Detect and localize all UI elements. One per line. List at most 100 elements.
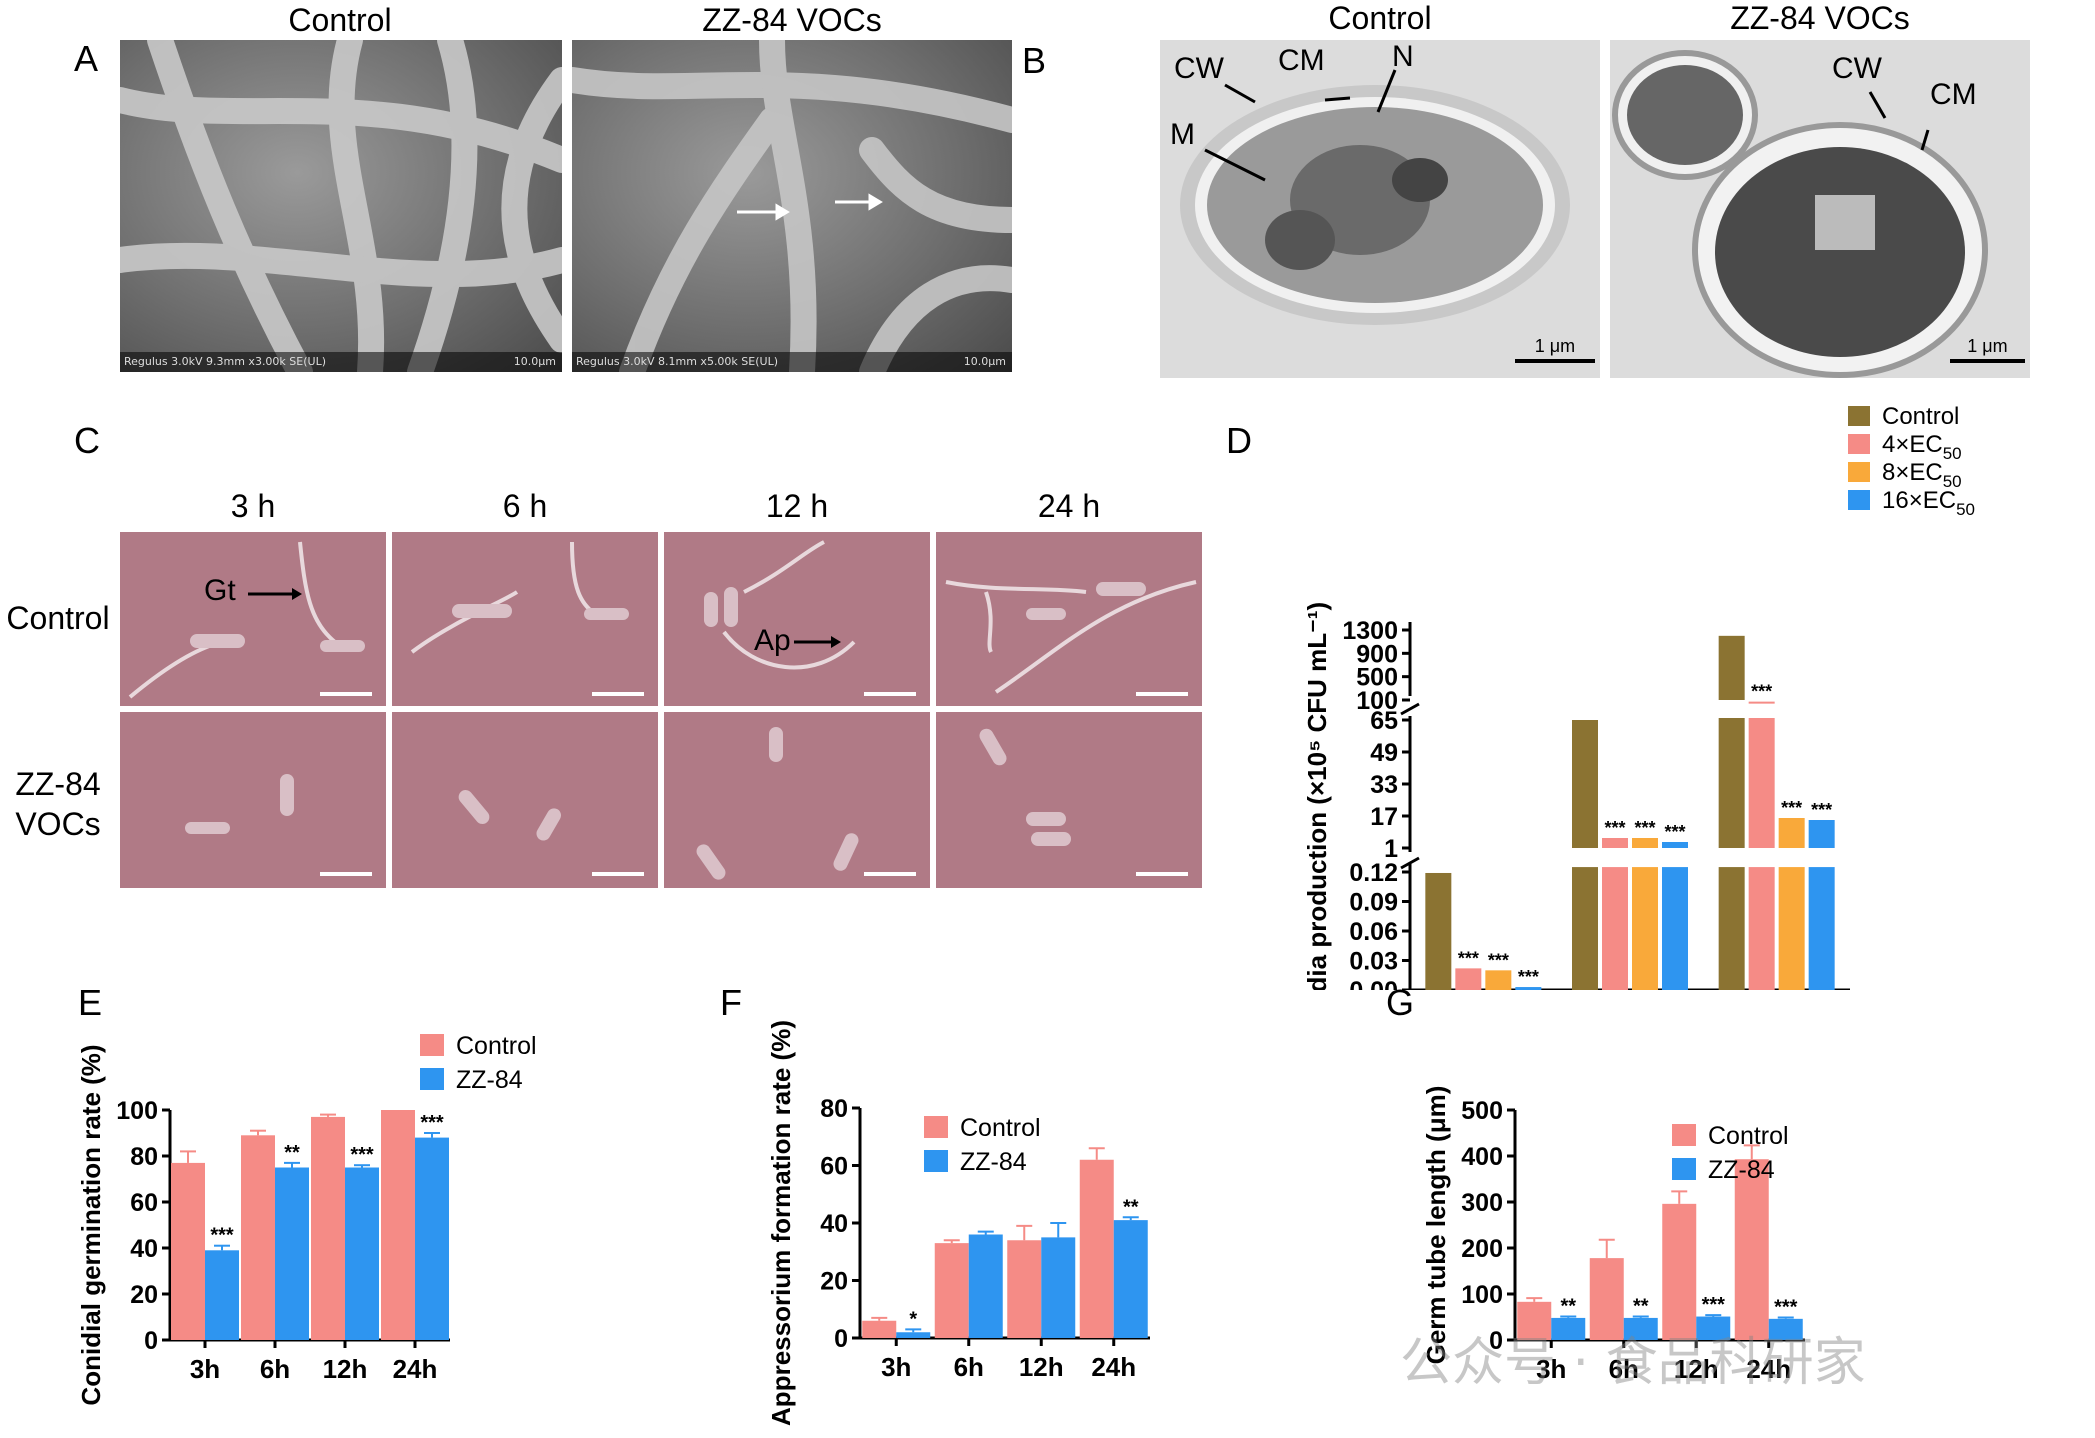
x-tick-label: 6h: [1609, 1354, 1639, 1384]
y-tick-label: 0.00: [1349, 977, 1398, 990]
bar-zz-84: [1768, 1318, 1803, 1340]
significance-mark: **: [1633, 1296, 1649, 1318]
significance-mark: ***: [1458, 948, 1479, 968]
y-tick-label: 1300: [1342, 617, 1398, 645]
scale-bar-c8: [1136, 872, 1188, 876]
significance-mark: ***: [1604, 818, 1625, 838]
bar-4-ec50: [1748, 701, 1775, 704]
chart-f-appressorium-rate: 0 20 40 60 80 Appressorium formation rate (%)…: [766, 1020, 1150, 1426]
legend-swatch: [924, 1116, 948, 1138]
y-tick-label: 60: [130, 1189, 158, 1217]
significance-mark: ***: [210, 1225, 234, 1247]
y-tick-label: 400: [1461, 1143, 1503, 1171]
significance-mark: ***: [1751, 682, 1772, 702]
axis-break-mark: [1400, 856, 1420, 870]
bar-4-ec50: [1602, 838, 1628, 848]
bar-control: [1718, 867, 1745, 990]
bar-zz-84: [1623, 1317, 1658, 1340]
scale-bar-c7: [864, 872, 916, 876]
sem-info-bar-control: Regulus 3.0kV 9.3mm x3.00k SE(UL) 10.0μm: [120, 352, 562, 372]
significance-mark: ***: [1811, 800, 1832, 820]
scale-bar-c6: [592, 872, 644, 876]
y-tick-label: 200: [1461, 1235, 1503, 1263]
bar-16-ec50: [1808, 867, 1835, 990]
legend-label: ZZ-84: [456, 1066, 523, 1094]
y-tick-label: 80: [130, 1143, 158, 1171]
scale-bar-c4: [1136, 692, 1188, 696]
legend-label: 16×EC50: [1882, 487, 1975, 519]
significance-mark: ***: [1781, 798, 1802, 818]
hyphae-drawing-vocs: [572, 40, 1012, 372]
significance-mark: ***: [350, 1144, 374, 1166]
legend-label: 8×EC50: [1882, 459, 1962, 491]
y-axis-label: Appressorium formation rate (%): [766, 1020, 796, 1426]
legend-label: ZZ-84: [1708, 1156, 1775, 1184]
cell-drawing-vocs: [1612, 50, 1988, 378]
significance-mark: **: [1560, 1296, 1576, 1318]
legend-label: Control: [960, 1114, 1041, 1142]
y-tick-label: 500: [1356, 664, 1398, 692]
y-tick-label: 100: [1356, 687, 1398, 715]
bar-4-ec50: [1748, 718, 1775, 848]
y-axis-label: Conidia production (×10⁵ CFU mL⁻¹): [1302, 602, 1332, 990]
x-tick-label: 24h: [1091, 1352, 1136, 1382]
axis-break-mark: [1400, 702, 1420, 716]
bar-zz-84: [1696, 1316, 1731, 1340]
bar-zz-84: [896, 1332, 931, 1338]
panel-label-b: B: [1022, 40, 1047, 81]
legend-label: Control: [1882, 403, 1959, 430]
panel-a-vocs-title: ZZ-84 VOCs: [702, 2, 882, 38]
significance-mark: ***: [1664, 822, 1685, 842]
bar-4-ec50: [1748, 867, 1775, 990]
scale-bar-c5: [320, 872, 372, 876]
y-axis-label: Germ tube length (μm): [1421, 1086, 1451, 1365]
tem-label-cm-vocs: CM: [1930, 78, 1977, 111]
lm-vocs-6h: [392, 712, 658, 888]
tem-label-cw: CW: [1174, 52, 1224, 85]
row-label-control: Control: [6, 600, 110, 636]
y-tick-label: 0: [1489, 1327, 1503, 1355]
panel-b-vocs-title: ZZ-84 VOCs: [1730, 0, 1910, 36]
bar-control: [1425, 872, 1452, 990]
bar-8-ec50: [1632, 867, 1658, 990]
bar-control: [1718, 718, 1745, 848]
bar-control: [1007, 1240, 1042, 1338]
bar-zz-84: [275, 1167, 309, 1340]
bar-control: [934, 1243, 969, 1338]
scale-bar-c2: [592, 692, 644, 696]
y-tick-label: 300: [1461, 1189, 1503, 1217]
y-tick-label: 0.03: [1349, 948, 1398, 976]
x-tick-label: 3h: [881, 1352, 911, 1382]
significance-mark: ***: [1488, 950, 1509, 970]
significance-mark: ***: [420, 1112, 444, 1134]
panel-label-e: E: [78, 982, 103, 1023]
scale-bar-c1: [320, 692, 372, 696]
bar-zz-84: [968, 1234, 1003, 1338]
tem-image-control: CW CM N M 1 μm: [1160, 40, 1600, 378]
bar-8-ec50: [1778, 867, 1805, 990]
y-tick-label: 60: [820, 1153, 848, 1181]
bar-zz-84: [205, 1250, 239, 1340]
significance-mark: ***: [1634, 818, 1655, 838]
bar-zz-84: [345, 1167, 379, 1340]
hyphae-drawing: [120, 40, 562, 372]
y-tick-label: 100: [1461, 1281, 1503, 1309]
y-tick-label: 40: [130, 1235, 158, 1263]
tem-label-cw-vocs: CW: [1832, 52, 1882, 85]
panel-label-a: A: [74, 38, 99, 79]
bar-control: [1589, 1258, 1624, 1340]
legend-swatch: [1848, 434, 1870, 454]
bar-control: [1572, 720, 1598, 848]
panel-label-g: G: [1386, 982, 1415, 1023]
bar-control: [1079, 1159, 1114, 1338]
significance-mark: ***: [1518, 967, 1539, 987]
bar-zz-84: [415, 1137, 449, 1340]
bar-zz-84: [1041, 1237, 1076, 1338]
tem-label-cm: CM: [1278, 44, 1325, 77]
legend-label: Control: [456, 1032, 537, 1060]
legend-swatch: [1848, 462, 1870, 482]
sem-image-vocs: Regulus 3.0kV 8.1mm x5.00k SE(UL) 10.0μm: [572, 40, 1012, 372]
x-tick-label: 24h: [1746, 1354, 1791, 1384]
legend-swatch: [1672, 1158, 1696, 1180]
bar-8-ec50: [1778, 818, 1805, 848]
